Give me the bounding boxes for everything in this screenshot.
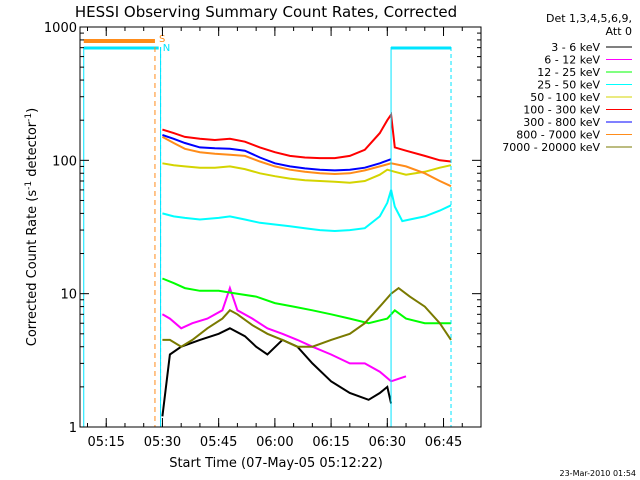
x-tick-label-2: 05:45: [200, 435, 237, 450]
legend-label-1: 6 - 12 keV: [544, 54, 600, 67]
legend-label-5: 100 - 300 keV: [523, 104, 600, 117]
series-line-0: [161, 327, 393, 417]
x-tick-label-3: 06:00: [256, 435, 293, 450]
saa-flag-label: S: [159, 34, 165, 45]
x-tick-label-0: 05:15: [87, 435, 124, 450]
series-line-3: [162, 189, 452, 233]
series-line-5: [162, 111, 452, 163]
legend-label-2: 12 - 25 keV: [537, 66, 600, 79]
x-axis-ticks: 05:15 05:30 05:45 06:00 06:15 06:30 06:45: [86, 27, 463, 450]
footer-date: 23-Mar-2010 01:54: [560, 469, 637, 478]
y-axis-label: Corrected Count Rate (s-1 detector-1): [24, 108, 40, 346]
x-tick-label-4: 06:15: [312, 435, 349, 450]
series-line-7: [161, 136, 452, 188]
y-tick-label-2: 100: [52, 154, 77, 169]
series-line-8: [162, 286, 452, 348]
legend-label-4: 50 - 100 keV: [530, 91, 600, 104]
x-tick-label-6: 06:45: [425, 435, 462, 450]
y-tick-label-3: 1000: [44, 21, 77, 36]
legend-label-8: 7000 - 20000 keV: [502, 141, 600, 154]
night-flag-label: N: [163, 43, 170, 54]
series-line-6: [162, 134, 392, 172]
series-lines: [161, 111, 452, 417]
x-tick-label-5: 06:30: [369, 435, 406, 450]
legend-label-0: 3 - 6 keV: [551, 41, 600, 54]
legend-header-line-2: Att 0: [606, 25, 632, 38]
x-tick-label-1: 05:30: [144, 435, 181, 450]
x-axis-label: Start Time (07-May-05 05:12:22): [169, 456, 383, 471]
axes: [79, 26, 482, 428]
legend-label-3: 25 - 50 keV: [537, 79, 600, 92]
y-axis-ticks: 1 10 100 1000: [44, 21, 481, 436]
legend-label-7: 800 - 7000 keV: [516, 129, 600, 142]
plot-frame: [79, 26, 482, 428]
series-line-2: [162, 277, 451, 325]
series-line-4: [162, 162, 452, 184]
series-line-1: [161, 284, 407, 383]
y-tick-label-0: 1: [69, 421, 77, 436]
chart-title: HESSI Observing Summary Count Rates, Cor…: [75, 3, 457, 21]
legend-header-line-1: Det 1,3,4,5,6,9,: [546, 12, 632, 25]
y-tick-label-1: 10: [60, 288, 77, 303]
legend-label-6: 300 - 800 keV: [523, 116, 600, 129]
